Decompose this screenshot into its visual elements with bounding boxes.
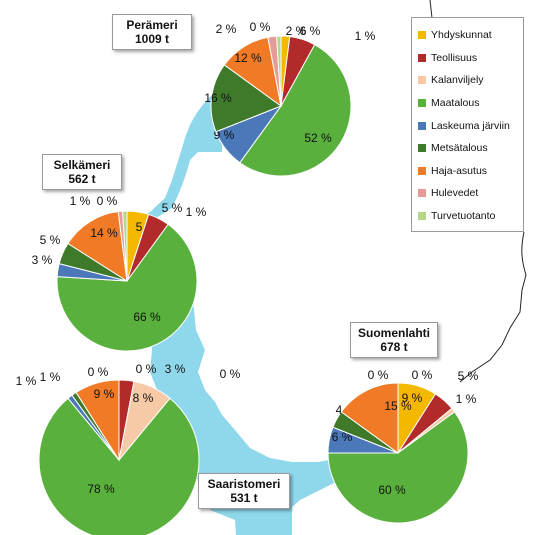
legend-swatch: [418, 99, 426, 108]
slice-label: 1 %: [456, 392, 477, 406]
slice-label: 0 %: [136, 362, 157, 376]
legend-label: Teollisuus: [431, 51, 478, 64]
slice-label: 2 %: [216, 22, 237, 36]
region-name: Selkämeri: [53, 158, 111, 172]
legend-label: Hulevedet: [431, 187, 479, 200]
legend-swatch: [418, 212, 426, 221]
legend-item: Yhdyskunnat: [418, 24, 517, 47]
legend-swatch: [418, 121, 426, 130]
pie-slice: [38, 397, 200, 535]
pie-slice: [276, 35, 282, 107]
pie-slice: [327, 411, 469, 524]
legend-swatch: [418, 166, 426, 175]
border-line: [459, 231, 527, 383]
slice-label: 12 %: [234, 51, 262, 65]
slice-label: 16 %: [204, 91, 232, 105]
slice-label: 0 %: [220, 367, 241, 381]
slice-label: 1 %: [355, 29, 376, 43]
slice-label: 5 %: [458, 369, 479, 383]
slice-label: 1 %: [186, 205, 207, 219]
slice-label: 9 %: [94, 387, 115, 401]
pie-slice: [122, 210, 128, 282]
legend-label: Metsätalous: [431, 142, 488, 155]
region-box-saaristomeri: Saaristomeri 531 t: [198, 473, 290, 509]
legend-item: Maatalous: [418, 92, 517, 115]
legend-label: Yhdyskunnat: [431, 29, 492, 42]
legend-swatch: [418, 144, 426, 153]
slice-label: 0 %: [88, 365, 109, 379]
slice-label: 15 %: [384, 399, 412, 413]
coastline: [429, 0, 433, 19]
region-total: 678 t: [380, 340, 408, 354]
legend-label: Turvetuotanto: [431, 210, 496, 223]
legend-item: Haja-asutus: [418, 160, 517, 183]
region-name: Saaristomeri: [207, 477, 281, 491]
legend-label: Kalanviljely: [431, 74, 484, 87]
slice-label: 0 %: [368, 368, 389, 382]
slice-label: 5 %: [162, 201, 183, 215]
region-box-peramari: Perämeri 1009 t: [112, 14, 192, 50]
legend-item: Hulevedet: [418, 182, 517, 205]
region-total: 1009 t: [134, 32, 170, 46]
slice-label: 8 %: [133, 391, 154, 405]
legend-swatch: [418, 76, 426, 85]
legend: Yhdyskunnat Teollisuus Kalanviljely Maat…: [411, 17, 524, 232]
slice-label: 2 %: [286, 24, 307, 38]
region-total: 531 t: [230, 491, 258, 505]
region-box-suomenlahti: Suomenlahti 678 t: [350, 322, 438, 358]
slice-label: 1 %: [16, 374, 37, 388]
pie-slice: [210, 64, 283, 133]
slice-label: 52 %: [304, 131, 332, 145]
slice-label: 9 %: [214, 128, 235, 142]
slice-label: 9 %: [402, 391, 423, 405]
legend-item: Metsätalous: [418, 137, 517, 160]
pie-slice: [67, 210, 128, 282]
slice-label: 78 %: [87, 482, 115, 496]
region-total: 562 t: [68, 172, 96, 186]
legend-label: Haja-asutus: [431, 164, 488, 177]
region-box-selkameri: Selkämeri 562 t: [42, 154, 122, 190]
slice-label: 3 %: [165, 362, 186, 376]
pie-slice: [56, 223, 198, 352]
legend-swatch: [418, 189, 426, 198]
region-name: Suomenlahti: [357, 326, 430, 340]
slice-label: 0 %: [97, 194, 118, 208]
slice-label: 60 %: [378, 483, 406, 497]
slice-label: 1 %: [70, 194, 91, 208]
slice-label: 3 %: [32, 253, 53, 267]
pie-slice: [239, 43, 352, 177]
pie-slice: [340, 382, 399, 454]
pie-charts: 2 %6 %0 %52 %9 %16 %12 %2 %1 %5 %5 %0 %6…: [16, 20, 479, 535]
legend-swatch: [418, 31, 426, 40]
legend-label: Laskeuma järviin: [431, 119, 510, 132]
slice-label: 0 %: [412, 368, 433, 382]
legend-item: Teollisuus: [418, 47, 517, 70]
slice-label: 66 %: [133, 310, 161, 324]
legend-item: Laskeuma järviin: [418, 114, 517, 137]
slice-label: 1 %: [40, 370, 61, 384]
legend-label: Maatalous: [431, 97, 480, 110]
legend-item: Turvetuotanto: [418, 205, 517, 228]
legend-item: Kalanviljely: [418, 69, 517, 92]
region-name: Perämeri: [126, 18, 178, 32]
pie-slice: [75, 379, 120, 462]
legend-swatch: [418, 53, 426, 62]
slice-label: 6 %: [300, 24, 321, 38]
slice-label: 5 %: [40, 233, 61, 247]
sea-area: [80, 88, 372, 535]
slice-label: 0 %: [250, 20, 271, 34]
slice-label: 14 %: [90, 226, 118, 240]
